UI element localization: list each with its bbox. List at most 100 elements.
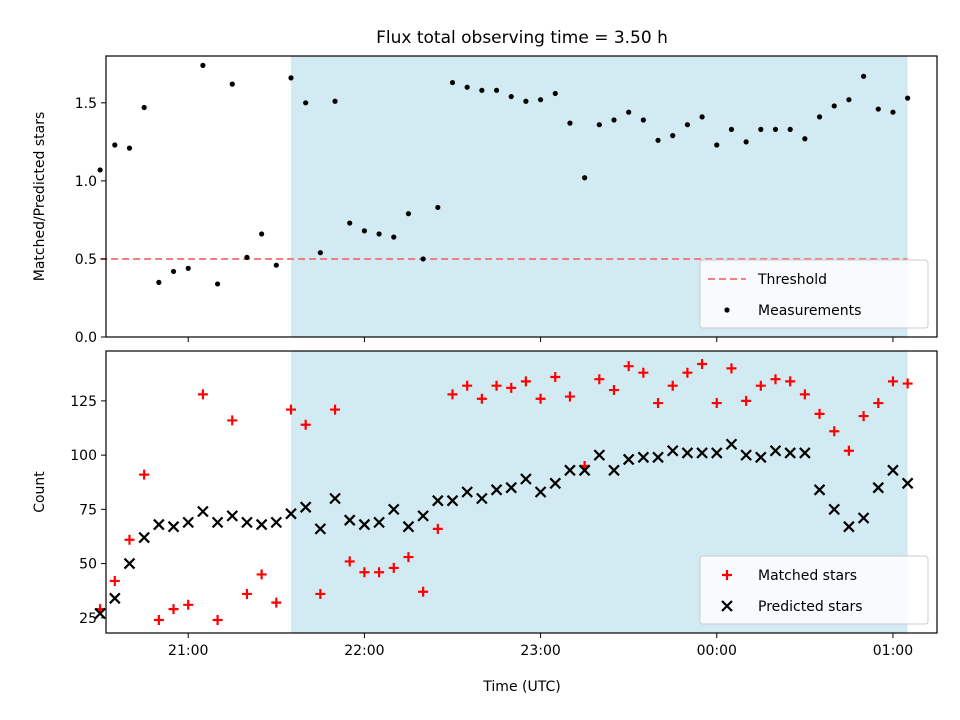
measurement-point xyxy=(567,120,573,126)
legend-label: Threshold xyxy=(757,272,827,288)
top-panel: 0.0 0.5 1.0 1.5 Matched/Predicted stars Thres… xyxy=(32,55,938,346)
matched-star-point xyxy=(785,376,796,387)
measurement-point xyxy=(552,90,558,97)
predicted-star-point xyxy=(652,451,664,464)
matched-star-point xyxy=(829,426,840,437)
legend-label: Measurements xyxy=(758,303,861,319)
measurement-point xyxy=(112,142,118,148)
predicted-star-point xyxy=(593,449,606,461)
axes-frame xyxy=(105,350,938,634)
measurement-point xyxy=(831,103,837,109)
legend-box xyxy=(699,555,929,625)
measurement-point xyxy=(802,136,808,142)
matched-star-point xyxy=(256,569,267,580)
measurement-point xyxy=(523,98,529,104)
predicted-star-point xyxy=(138,531,150,544)
y-tick-label: 0.5 xyxy=(75,252,97,268)
measurement-point xyxy=(875,106,881,112)
predicted-star-point xyxy=(432,494,444,507)
measurement-point xyxy=(611,117,617,123)
matched-star-point xyxy=(653,398,664,409)
predicted-star-point xyxy=(564,464,576,477)
predicted-star-point xyxy=(813,484,826,496)
matched-star-point xyxy=(285,404,296,415)
matched-star-point xyxy=(682,367,693,378)
measurement-point xyxy=(846,97,852,103)
y-tick-label: 0.0 xyxy=(75,330,97,346)
matched-star-point xyxy=(432,523,443,534)
predicted-star-point xyxy=(681,447,694,459)
predicted-star-point xyxy=(887,464,899,477)
matched-star-point xyxy=(212,614,223,625)
predicted-star-point xyxy=(755,451,767,464)
measurement-point xyxy=(361,228,368,234)
predicted-star-point xyxy=(725,438,738,451)
measurement-point xyxy=(420,256,426,262)
matched-star-point xyxy=(388,562,399,573)
matched-star-point xyxy=(197,389,208,400)
matched-star-point xyxy=(799,389,810,400)
measurement-point xyxy=(684,122,691,128)
predicted-star-point xyxy=(476,492,488,505)
measurement-point xyxy=(787,126,793,132)
x-tick-label: 22:00 xyxy=(344,643,384,659)
matched-star-point xyxy=(594,374,605,385)
measurement-point xyxy=(905,95,911,101)
predicted-star-point xyxy=(270,516,283,529)
matched-star-point xyxy=(153,614,164,625)
legend-box xyxy=(699,259,929,329)
y-tick-label: 50 xyxy=(79,557,97,573)
predicted-star-point xyxy=(226,510,239,522)
predicted-star-point xyxy=(843,520,855,533)
matched-star-point xyxy=(726,363,737,374)
matched-star-point xyxy=(476,393,487,404)
measurement-point xyxy=(860,73,867,79)
predicted-star-point xyxy=(417,510,429,522)
matched-star-point xyxy=(770,374,781,385)
bottom-panel: 25 50 75 100 125 21:00 22:00 23:00 00:00 01:00 Cou… xyxy=(32,350,938,659)
measurement-point xyxy=(479,87,485,93)
predicted-star-point xyxy=(343,514,356,526)
predicted-star-point xyxy=(799,447,811,459)
matched-star-point xyxy=(300,419,311,430)
x-tick-label: 00:00 xyxy=(697,643,737,659)
y-tick-label: 100 xyxy=(70,448,97,464)
measurement-point xyxy=(464,84,470,90)
matched-star-point xyxy=(667,380,678,391)
matched-star-point xyxy=(711,398,722,409)
matched-star-point xyxy=(418,586,429,597)
y-tick-label: 1.0 xyxy=(75,174,97,190)
measurement-point xyxy=(332,98,338,104)
measurement-point xyxy=(244,254,250,260)
predicted-star-point xyxy=(373,516,385,529)
matched-star-point xyxy=(535,393,546,404)
matched-star-point xyxy=(139,469,150,480)
matched-star-point xyxy=(168,604,179,615)
measurement-point xyxy=(229,81,235,87)
measurement-point xyxy=(670,133,676,139)
measurement-point xyxy=(816,114,823,120)
predicted-star-point xyxy=(182,516,194,529)
measurement-point xyxy=(582,175,588,181)
predicted-star-point xyxy=(153,518,165,531)
measurement-point xyxy=(758,126,764,132)
legend-matched-swatch xyxy=(722,570,732,580)
measurement-point xyxy=(347,220,353,226)
measurement-point xyxy=(626,109,632,115)
measurement-point xyxy=(376,231,382,237)
predicted-star-point xyxy=(255,518,268,531)
predicted-star-point xyxy=(578,464,591,477)
measurement-point xyxy=(214,281,221,287)
matched-star-point xyxy=(564,391,575,402)
legend-predicted-swatch xyxy=(721,600,733,612)
predicted-star-point xyxy=(666,445,679,457)
matched-star-point xyxy=(183,599,194,610)
predicted-star-point xyxy=(109,592,121,605)
predicted-star-point xyxy=(461,486,473,498)
predicted-star-point xyxy=(123,557,136,570)
predicted-star-point xyxy=(740,449,752,461)
predicted-star-point xyxy=(329,492,341,505)
predicted-star-point xyxy=(167,520,180,533)
measurement-point xyxy=(259,231,265,237)
matched-star-point xyxy=(623,361,634,372)
